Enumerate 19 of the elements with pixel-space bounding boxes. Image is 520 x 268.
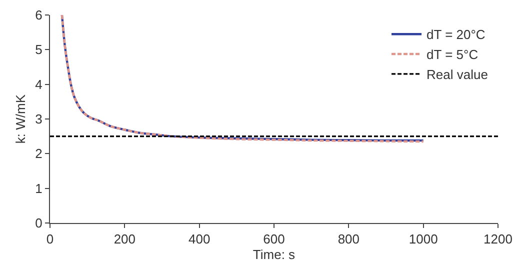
x-tick-label: 400 [188,232,210,247]
x-tick-label: 800 [338,232,360,247]
y-tick-label: 5 [35,42,42,58]
y-tick-label: 3 [35,112,42,127]
x-tick-label: 0 [46,232,54,247]
y-tick-label: 1 [35,180,42,196]
y-axis-title: k: W/mK [13,94,28,144]
x-tick-label: 200 [114,232,136,247]
legend-label: Real value [426,66,488,82]
y-tick-label: 2 [35,146,42,162]
y-tick-label: 4 [35,76,42,92]
y-tick-label: 6 [35,8,42,23]
legend-label: dT = 5°C [426,47,478,62]
x-tick-label: 1000 [408,232,438,247]
x-axis-title: Time: s [252,247,296,262]
legend-label: dT = 20°C [426,27,486,42]
y-tick-label: 0 [35,216,42,231]
x-tick-label: 600 [263,232,285,247]
x-tick-label: 1200 [484,232,512,247]
